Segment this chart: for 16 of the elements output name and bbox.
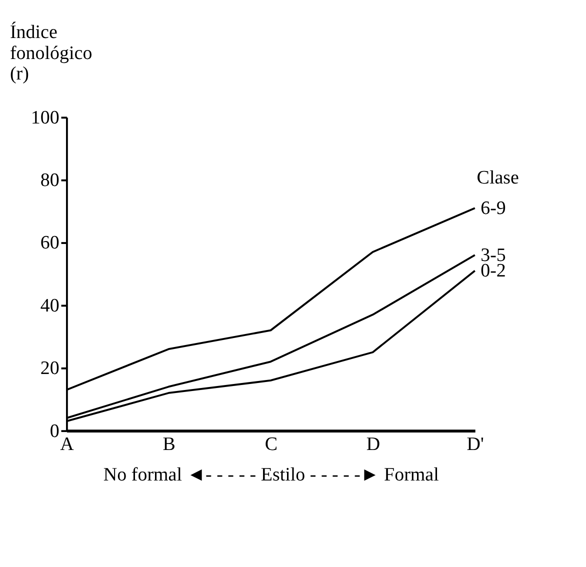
x-tick-label: B xyxy=(162,434,176,456)
y-tick-label: 20 xyxy=(40,358,60,380)
x-tick-label: A xyxy=(60,434,74,456)
x-tick-label: C xyxy=(264,434,278,456)
y-axis-title: Índice fonológico (r) xyxy=(10,20,92,85)
x-tick-label: D' xyxy=(466,434,484,456)
series-label: 6-9 xyxy=(480,198,506,219)
y-tick-label: 0 xyxy=(50,420,60,442)
x-tick-label: D xyxy=(366,434,380,456)
y-tick-label: 60 xyxy=(40,232,60,254)
y-tick-label: 80 xyxy=(40,170,60,192)
y-tick-label: 40 xyxy=(40,295,60,316)
y-tick-label: 100 xyxy=(30,107,60,128)
x-axis-title: No formal ◄- - - - - Estilo - - - - -► Formal xyxy=(103,464,439,486)
legend-title: Clase xyxy=(476,167,519,188)
series-label: 0-2 xyxy=(480,260,506,282)
